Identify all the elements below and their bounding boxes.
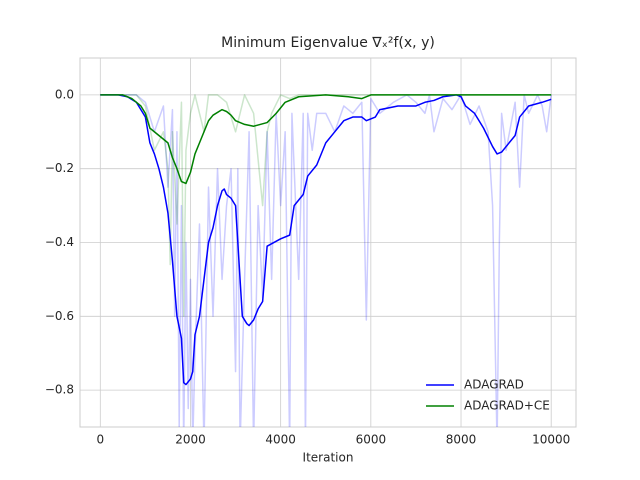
x-tick-label: 6000 bbox=[356, 433, 387, 447]
legend-label: ADAGRAD bbox=[464, 378, 524, 392]
series-line bbox=[100, 94, 552, 386]
x-tick-label: 0 bbox=[96, 433, 104, 447]
x-tick-label: 8000 bbox=[446, 433, 477, 447]
y-tick-label: −0.8 bbox=[45, 383, 74, 397]
x-axis-label: Iteration bbox=[303, 451, 354, 465]
chart-title: Minimum Eigenvalue ∇ₓ²f(x, y) bbox=[221, 35, 435, 51]
series-line bbox=[100, 94, 552, 185]
series-line bbox=[100, 94, 552, 427]
x-tick-label: 2000 bbox=[175, 433, 206, 447]
y-tick-label: −0.2 bbox=[45, 161, 74, 175]
y-tick-label: −0.4 bbox=[45, 235, 74, 249]
x-tick-label: 4000 bbox=[265, 433, 296, 447]
x-tick-label: 10000 bbox=[532, 433, 570, 447]
legend-label: ADAGRAD+CE bbox=[464, 399, 550, 413]
plot-frame bbox=[79, 57, 577, 428]
y-tick-label: −0.6 bbox=[45, 309, 74, 323]
plot-area bbox=[100, 94, 552, 427]
y-tick-label: 0.0 bbox=[55, 87, 74, 101]
